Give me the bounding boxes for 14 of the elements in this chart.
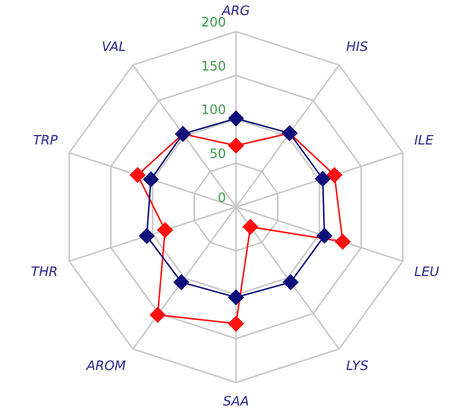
spoke-label: SAA [222,394,250,410]
y-tick-label: 0 [218,190,226,206]
spoke-label: LEU [414,265,440,280]
spoke-label: VAL [102,40,126,55]
y-tick-label: 50 [209,147,226,162]
spoke-label: TRP [32,134,58,149]
spoke-label: HIS [346,40,368,55]
spoke-label: LYS [346,358,368,374]
spoke-label: ILE [414,134,434,149]
y-tick-label: 150 [201,59,226,74]
y-tick-label: 200 [201,15,226,30]
spoke-label: THR [31,265,58,280]
y-tick-label: 100 [201,103,226,118]
spoke-label: AROM [85,358,126,374]
